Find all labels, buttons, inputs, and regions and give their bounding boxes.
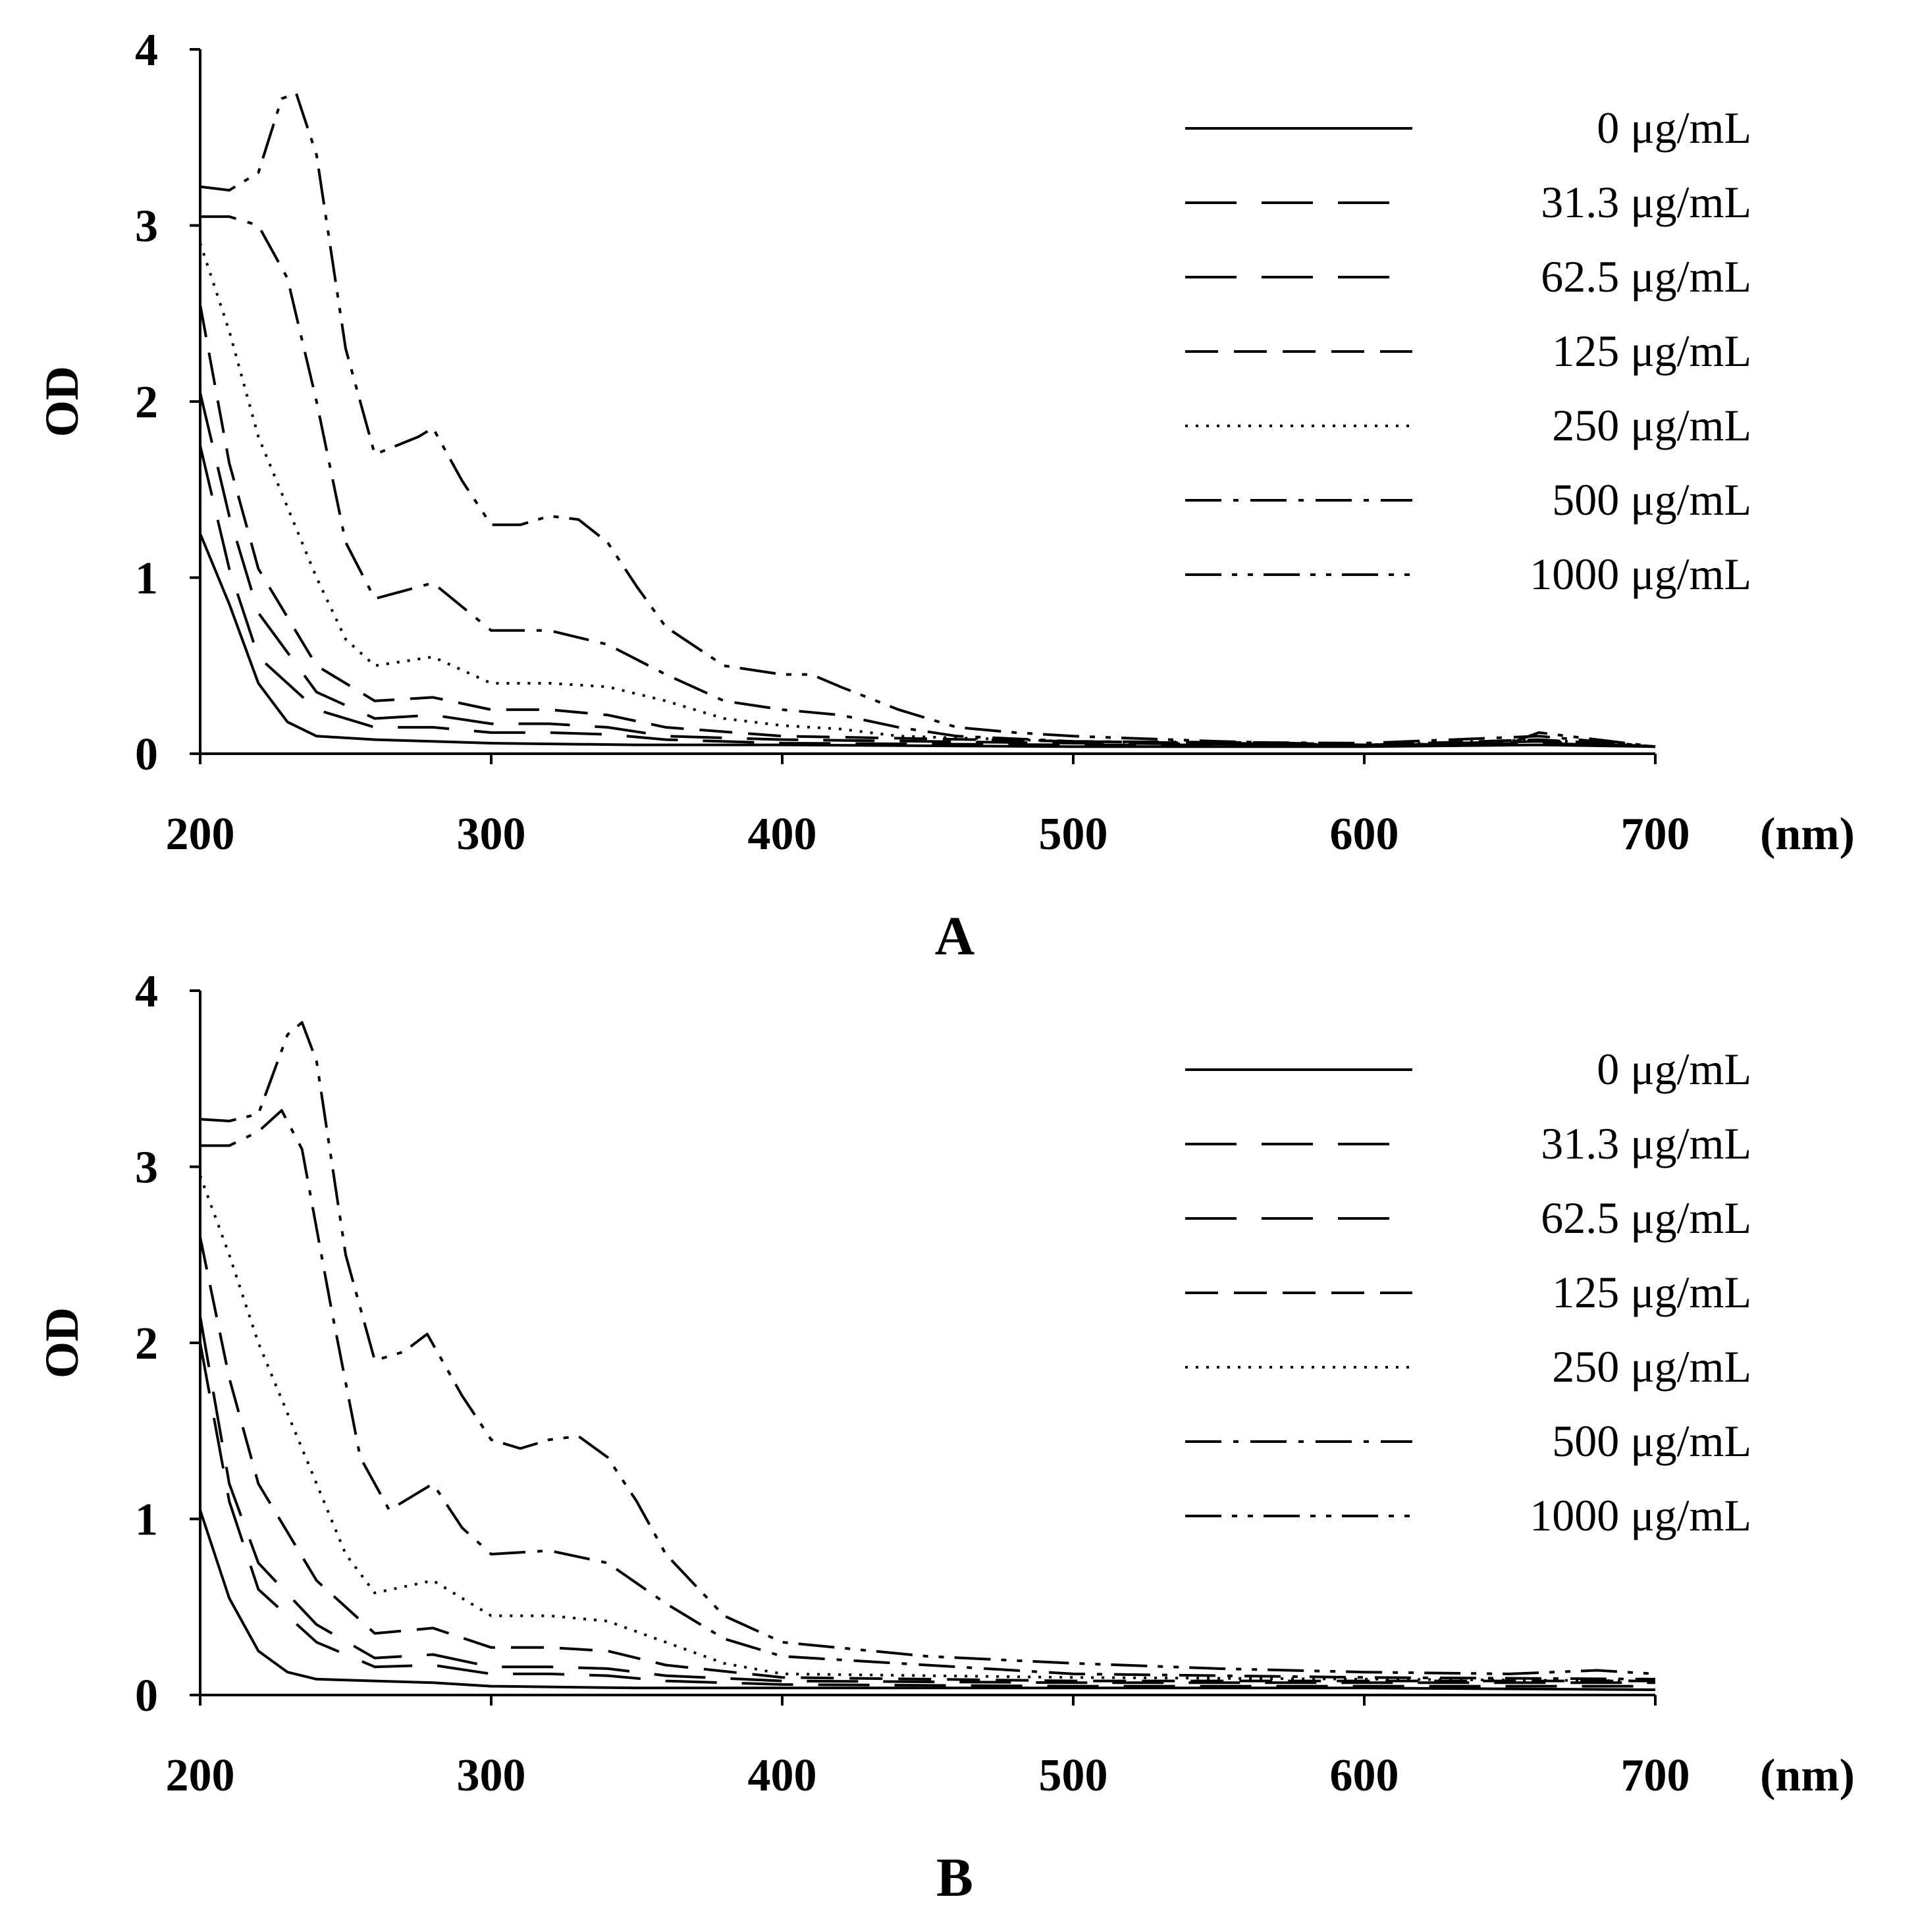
y-tick-label: 2: [135, 377, 158, 428]
panel-label: B: [936, 1847, 973, 1908]
series-group: [199, 1021, 1656, 1691]
legend: 0 μg/mL 31.3 μg/mL 62.5 μg/mL 125 μg/mL 250 …: [1185, 1044, 1751, 1540]
axes: 200 300 400 500 600 700 0 1 2 3 4 (nm) OD A: [36, 25, 1855, 967]
legend-label-500-g-ml: 500 μg/mL: [1552, 1416, 1751, 1466]
series-group: [199, 91, 1656, 748]
legend-label-62-5-g-ml: 62.5 μg/mL: [1541, 251, 1751, 301]
y-tick-label: 2: [135, 1318, 158, 1369]
chart-panel-b: 200 300 400 500 600 700 0 1 2 3 4 (nm) OD B 0 μg/mL 31…: [36, 966, 1855, 1908]
legend-label-250-g-ml: 250 μg/mL: [1552, 1342, 1751, 1392]
legend-label-0-g-ml: 0 μg/mL: [1597, 1044, 1751, 1094]
y-tick-label: 0: [135, 729, 158, 780]
series-line-500-g-ml: [200, 1109, 1656, 1681]
y-tick-label: 1: [135, 1495, 158, 1546]
legend-label-62-5-g-ml: 62.5 μg/mL: [1541, 1193, 1751, 1243]
y-tick-label: 3: [135, 201, 158, 252]
x-tick-label: 300: [457, 809, 526, 860]
x-tick-label: 700: [1621, 1750, 1690, 1801]
x-tick-label: 600: [1330, 1750, 1399, 1801]
x-tick-label: 700: [1621, 809, 1690, 860]
x-tick-label: 400: [748, 1750, 817, 1801]
series-line-125-g-ml: [199, 304, 1656, 748]
y-tick-label: 3: [135, 1143, 158, 1193]
x-axis-label: (nm): [1760, 1750, 1855, 1801]
legend-label-125-g-ml: 125 μg/mL: [1552, 326, 1751, 376]
panel-label: A: [935, 906, 975, 967]
legend-label-31-3-g-ml: 31.3 μg/mL: [1541, 177, 1751, 227]
x-tick-label: 200: [166, 1750, 235, 1801]
y-tick-label: 0: [135, 1671, 158, 1721]
series-line-31-3-g-ml: [199, 1342, 1655, 1688]
series-line-1000-g-ml: [200, 91, 1656, 748]
series-line-0-g-ml: [199, 533, 1656, 748]
legend-label-1000-g-ml: 1000 μg/mL: [1530, 1490, 1751, 1540]
x-tick-label: 500: [1039, 1750, 1108, 1801]
legend-label-1000-g-ml: 1000 μg/mL: [1530, 549, 1751, 599]
chart-panel-a: 200 300 400 500 600 700 0 1 2 3 4 (nm) OD A 0 μg/mL 31…: [36, 25, 1855, 967]
series-line-0-g-ml: [199, 1509, 1656, 1691]
y-tick-label: 1: [135, 554, 158, 604]
series-line-62-5-g-ml: [199, 392, 1656, 748]
legend-label-125-g-ml: 125 μg/mL: [1552, 1267, 1751, 1317]
y-tick-label: 4: [135, 25, 158, 76]
legend-label-500-g-ml: 500 μg/mL: [1552, 475, 1751, 525]
x-tick-label: 500: [1039, 809, 1108, 860]
x-tick-label: 200: [166, 809, 235, 860]
y-axis-label: OD: [36, 366, 88, 437]
legend: 0 μg/mL 31.3 μg/mL 62.5 μg/mL 125 μg/mL 250 …: [1185, 103, 1751, 599]
y-axis-label: OD: [36, 1307, 88, 1378]
x-axis-label: (nm): [1760, 809, 1855, 860]
series-line-1000-g-ml: [200, 1021, 1656, 1675]
y-tick-label: 4: [135, 966, 158, 1017]
x-tick-label: 600: [1330, 809, 1399, 860]
series-line-62-5-g-ml: [199, 1316, 1655, 1684]
legend-label-250-g-ml: 250 μg/mL: [1552, 400, 1751, 450]
x-tick-label: 400: [748, 809, 817, 860]
series-line-250-g-ml: [199, 1175, 1656, 1683]
series-line-500-g-ml: [200, 215, 1656, 748]
x-tick-label: 300: [457, 1750, 526, 1801]
legend-label-31-3-g-ml: 31.3 μg/mL: [1541, 1118, 1751, 1168]
series-line-250-g-ml: [199, 242, 1656, 748]
axes: 200 300 400 500 600 700 0 1 2 3 4 (nm) OD B: [36, 966, 1855, 1908]
series-line-31-3-g-ml: [199, 445, 1656, 748]
legend-label-0-g-ml: 0 μg/mL: [1597, 103, 1751, 153]
series-line-125-g-ml: [199, 1237, 1655, 1683]
